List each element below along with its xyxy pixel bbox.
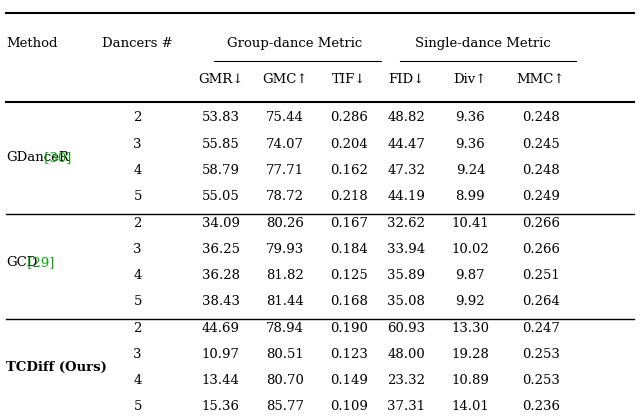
Text: 0.245: 0.245 (522, 138, 559, 151)
Text: 79.93: 79.93 (266, 243, 304, 256)
Text: 85.77: 85.77 (266, 400, 304, 413)
Text: 55.05: 55.05 (202, 190, 239, 203)
Text: 47.32: 47.32 (387, 164, 426, 177)
Text: 9.36: 9.36 (456, 138, 485, 151)
Text: 0.248: 0.248 (522, 111, 559, 124)
Text: 74.07: 74.07 (266, 138, 304, 151)
Text: 0.184: 0.184 (330, 243, 367, 256)
Text: GMR↓: GMR↓ (198, 73, 243, 86)
Text: 10.89: 10.89 (451, 374, 490, 387)
Text: 3: 3 (133, 243, 142, 256)
Text: 19.28: 19.28 (451, 348, 490, 361)
Text: 0.249: 0.249 (522, 190, 560, 203)
Text: 9.92: 9.92 (456, 295, 485, 308)
Text: 35.08: 35.08 (387, 295, 426, 308)
Text: TCDiff (Ours): TCDiff (Ours) (6, 361, 108, 374)
Text: 58.79: 58.79 (202, 164, 240, 177)
Text: 3: 3 (133, 348, 142, 361)
Text: 0.236: 0.236 (522, 400, 560, 413)
Text: 0.190: 0.190 (330, 322, 368, 334)
Text: 81.44: 81.44 (266, 295, 303, 308)
Text: 44.47: 44.47 (387, 138, 426, 151)
Text: 10.02: 10.02 (452, 243, 489, 256)
Text: 4: 4 (133, 374, 142, 387)
Text: 77.71: 77.71 (266, 164, 304, 177)
Text: 44.19: 44.19 (387, 190, 426, 203)
Text: 5: 5 (133, 400, 142, 413)
Text: [30]: [30] (40, 151, 72, 164)
Text: 48.00: 48.00 (388, 348, 425, 361)
Text: 14.01: 14.01 (452, 400, 489, 413)
Text: 81.82: 81.82 (266, 269, 303, 282)
Text: FID↓: FID↓ (388, 73, 424, 86)
Text: 9.36: 9.36 (456, 111, 485, 124)
Text: 0.167: 0.167 (330, 216, 368, 229)
Text: 60.93: 60.93 (387, 322, 426, 334)
Text: 32.62: 32.62 (387, 216, 426, 229)
Text: 23.32: 23.32 (387, 374, 426, 387)
Text: 48.82: 48.82 (388, 111, 425, 124)
Text: GMC↑: GMC↑ (262, 73, 308, 86)
Text: 0.125: 0.125 (330, 269, 367, 282)
Text: 0.247: 0.247 (522, 322, 560, 334)
Text: 3: 3 (133, 138, 142, 151)
Text: 34.09: 34.09 (202, 216, 240, 229)
Text: Div↑: Div↑ (454, 73, 487, 86)
Text: 0.123: 0.123 (330, 348, 368, 361)
Text: 15.36: 15.36 (202, 400, 240, 413)
Text: 33.94: 33.94 (387, 243, 426, 256)
Text: 8.99: 8.99 (456, 190, 485, 203)
Text: Single-dance Metric: Single-dance Metric (415, 37, 551, 50)
Text: 36.25: 36.25 (202, 243, 240, 256)
Text: 0.253: 0.253 (522, 374, 560, 387)
Text: 80.70: 80.70 (266, 374, 304, 387)
Text: 0.218: 0.218 (330, 190, 367, 203)
Text: MMC↑: MMC↑ (516, 73, 565, 86)
Text: Dancers #: Dancers # (102, 37, 173, 50)
Text: 10.41: 10.41 (452, 216, 489, 229)
Text: 9.87: 9.87 (456, 269, 485, 282)
Text: 0.253: 0.253 (522, 348, 560, 361)
Text: 0.286: 0.286 (330, 111, 368, 124)
Text: 53.83: 53.83 (202, 111, 240, 124)
Text: 75.44: 75.44 (266, 111, 304, 124)
Text: 36.28: 36.28 (202, 269, 240, 282)
Text: 13.44: 13.44 (202, 374, 240, 387)
Text: 0.266: 0.266 (522, 216, 560, 229)
Text: GCD: GCD (6, 256, 38, 269)
Text: 80.26: 80.26 (266, 216, 304, 229)
Text: 37.31: 37.31 (387, 400, 426, 413)
Text: 0.162: 0.162 (330, 164, 368, 177)
Text: 78.72: 78.72 (266, 190, 304, 203)
Text: 13.30: 13.30 (451, 322, 490, 334)
Text: 5: 5 (133, 295, 142, 308)
Text: GDanceR: GDanceR (6, 151, 69, 164)
Text: 0.251: 0.251 (522, 269, 559, 282)
Text: 0.266: 0.266 (522, 243, 560, 256)
Text: 10.97: 10.97 (202, 348, 240, 361)
Text: 9.24: 9.24 (456, 164, 485, 177)
Text: 2: 2 (133, 111, 142, 124)
Text: 2: 2 (133, 322, 142, 334)
Text: 78.94: 78.94 (266, 322, 304, 334)
Text: [29]: [29] (22, 256, 54, 269)
Text: 0.109: 0.109 (330, 400, 368, 413)
Text: Group-dance Metric: Group-dance Metric (227, 37, 362, 50)
Text: 0.149: 0.149 (330, 374, 368, 387)
Text: 4: 4 (133, 269, 142, 282)
Text: 4: 4 (133, 164, 142, 177)
Text: 0.204: 0.204 (330, 138, 367, 151)
Text: 44.69: 44.69 (202, 322, 240, 334)
Text: 80.51: 80.51 (266, 348, 303, 361)
Text: 0.264: 0.264 (522, 295, 560, 308)
Text: 55.85: 55.85 (202, 138, 239, 151)
Text: 0.248: 0.248 (522, 164, 559, 177)
Text: 38.43: 38.43 (202, 295, 240, 308)
Text: 5: 5 (133, 190, 142, 203)
Text: TIF↓: TIF↓ (332, 73, 366, 86)
Text: 0.168: 0.168 (330, 295, 368, 308)
Text: 35.89: 35.89 (387, 269, 426, 282)
Text: 2: 2 (133, 216, 142, 229)
Text: Method: Method (6, 37, 58, 50)
